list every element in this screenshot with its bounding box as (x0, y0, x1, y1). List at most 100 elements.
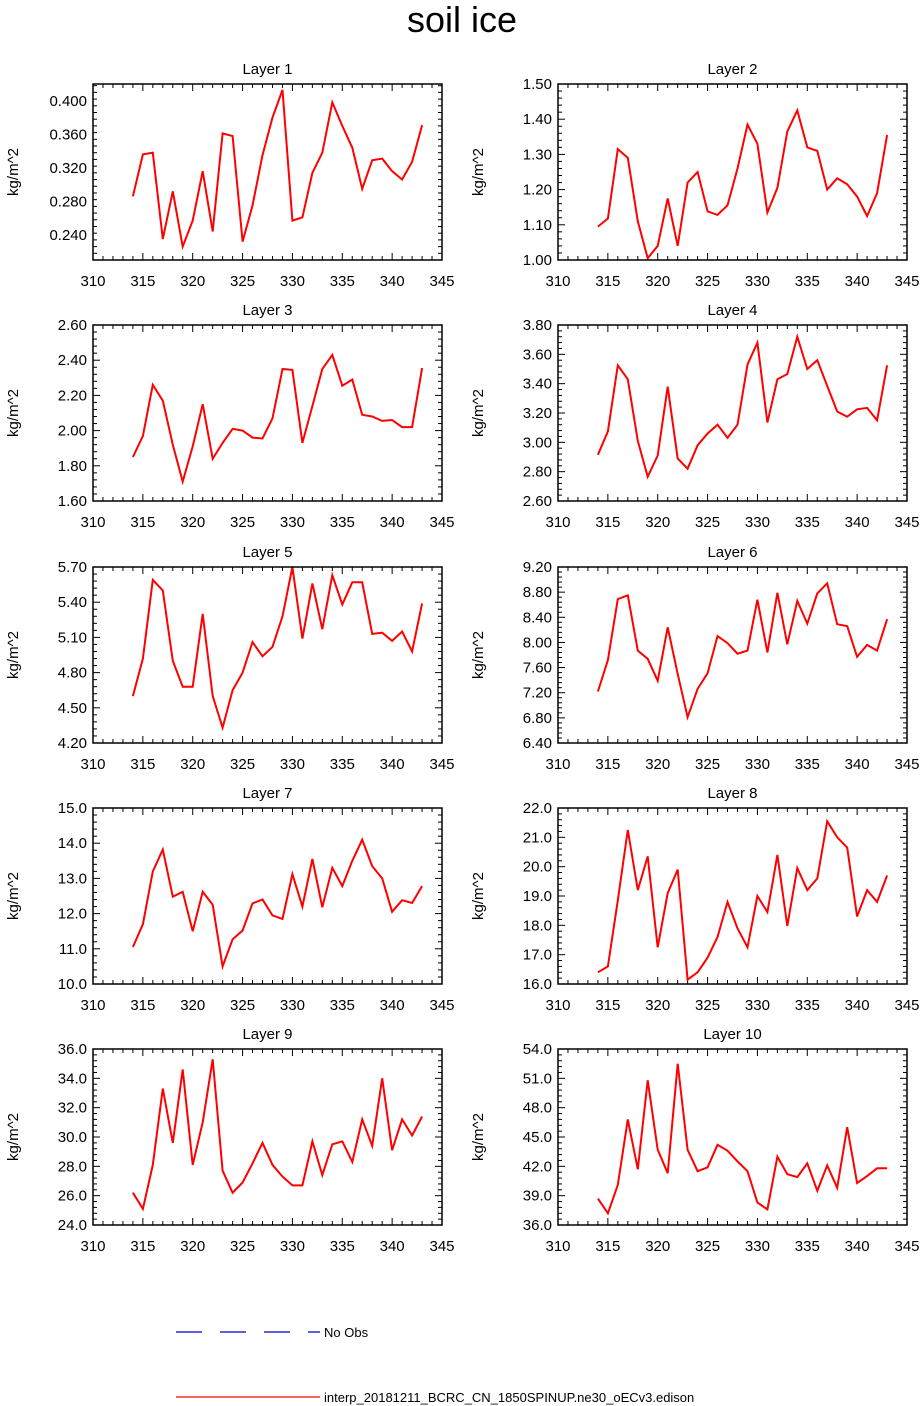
x-tick-label: 325 (695, 756, 720, 773)
x-tick-label: 335 (330, 1238, 355, 1255)
x-tick-label: 345 (894, 514, 919, 531)
series-line (131, 566, 424, 732)
series-line (131, 352, 424, 486)
x-tick-label: 330 (745, 514, 770, 531)
x-tick-label: 325 (230, 273, 255, 290)
y-tick-label: 0.280 (49, 193, 87, 210)
y-axis-label: kg/m^2 (470, 631, 487, 679)
x-tick-label: 310 (545, 273, 570, 290)
x-tick-label: 340 (380, 756, 405, 773)
x-tick-label: 345 (894, 756, 919, 773)
y-tick-label: 11.0 (59, 941, 87, 958)
plot-frame (92, 83, 443, 261)
panel-title: Layer 3 (242, 302, 292, 319)
x-tick-label: 320 (645, 997, 670, 1014)
y-tick-label: 14.0 (58, 835, 87, 852)
x-tick-label: 330 (745, 1238, 770, 1255)
panel-title: Layer 6 (707, 544, 757, 561)
y-axis-label: kg/m^2 (470, 389, 487, 437)
x-tick-label: 335 (795, 514, 820, 531)
y-tick-label: 3.80 (523, 317, 552, 334)
y-tick-label: 34.0 (58, 1070, 87, 1087)
plot-frame (557, 1048, 908, 1226)
x-tick-label: 345 (429, 1238, 454, 1255)
x-tick-label: 315 (130, 756, 155, 773)
y-tick-label: 2.20 (58, 387, 87, 404)
panel-title: Layer 1 (242, 61, 292, 78)
panel-title: Layer 8 (707, 785, 757, 802)
x-tick-label: 330 (280, 514, 305, 531)
x-tick-label: 330 (745, 756, 770, 773)
y-tick-label: 0.360 (49, 126, 87, 143)
x-tick-label: 320 (180, 514, 205, 531)
panel-2: Layer 2 kg/m^2 310 315 320 325 330 335 340 345 1.0… (470, 61, 920, 290)
y-tick-label: 54.0 (523, 1041, 552, 1058)
panel-4: Layer 4 kg/m^2 310 315 320 325 330 335 340 345 2.6… (470, 302, 920, 531)
panel-3: Layer 3 kg/m^2 310 315 320 325 330 335 340 345 1.6… (5, 302, 455, 531)
y-tick-label: 12.0 (58, 906, 87, 923)
x-tick-label: 315 (595, 273, 620, 290)
x-tick-label: 320 (180, 273, 205, 290)
y-tick-label: 6.80 (523, 710, 552, 727)
y-tick-label: 36.0 (58, 1041, 87, 1058)
x-tick-label: 335 (330, 997, 355, 1014)
figure-title: soil ice (406, 0, 518, 40)
x-tick-label: 345 (429, 756, 454, 773)
plot-frame (557, 324, 908, 502)
x-tick-label: 335 (330, 514, 355, 531)
y-tick-label: 26.0 (58, 1188, 87, 1205)
y-tick-label: 3.40 (523, 376, 552, 393)
x-tick-label: 330 (280, 1238, 305, 1255)
x-tick-label: 330 (745, 273, 770, 290)
series-line (597, 1063, 888, 1216)
x-tick-label: 310 (545, 997, 570, 1014)
x-tick-label: 345 (429, 514, 454, 531)
series-line (597, 107, 889, 261)
y-tick-label: 36.0 (523, 1217, 552, 1234)
plot-frame (92, 1048, 443, 1226)
y-tick-label: 10.0 (58, 976, 87, 993)
x-tick-label: 345 (429, 997, 454, 1014)
y-tick-label: 32.0 (58, 1100, 87, 1117)
y-tick-label: 1.30 (523, 146, 552, 163)
y-tick-label: 48.0 (523, 1100, 552, 1117)
x-tick-label: 310 (80, 756, 105, 773)
panel-title: Layer 4 (707, 302, 757, 319)
panel-title: Layer 9 (242, 1026, 292, 1043)
plot-frame (92, 324, 443, 502)
y-tick-label: 7.60 (523, 660, 552, 677)
x-tick-label: 330 (745, 997, 770, 1014)
x-tick-label: 340 (845, 273, 870, 290)
x-tick-label: 335 (330, 273, 355, 290)
x-tick-label: 315 (595, 756, 620, 773)
x-tick-label: 335 (795, 1238, 820, 1255)
panel-1: Layer 1 kg/m^2 310 315 320 325 330 335 340 345 0.2… (5, 61, 455, 290)
x-tick-label: 330 (280, 756, 305, 773)
plot-frame (92, 807, 443, 985)
x-tick-label: 320 (180, 756, 205, 773)
x-tick-label: 340 (845, 756, 870, 773)
x-tick-label: 330 (280, 997, 305, 1014)
x-tick-label: 315 (130, 1238, 155, 1255)
series-line (131, 89, 424, 251)
y-axis-label: kg/m^2 (5, 148, 22, 196)
y-tick-label: 0.400 (49, 93, 87, 110)
y-tick-label: 5.70 (58, 559, 87, 576)
y-tick-label: 2.00 (58, 423, 87, 440)
y-tick-label: 0.240 (49, 227, 87, 244)
x-tick-label: 330 (280, 273, 305, 290)
y-tick-label: 30.0 (58, 1129, 87, 1146)
x-tick-label: 315 (130, 514, 155, 531)
y-tick-label: 45.0 (523, 1129, 552, 1146)
x-tick-label: 325 (230, 997, 255, 1014)
y-axis-label: kg/m^2 (5, 631, 22, 679)
y-tick-label: 1.20 (523, 182, 552, 199)
x-tick-label: 310 (545, 756, 570, 773)
x-tick-label: 325 (230, 756, 255, 773)
y-tick-label: 2.60 (58, 317, 87, 334)
panel-title: Layer 2 (707, 61, 757, 78)
x-tick-label: 325 (230, 514, 255, 531)
x-tick-label: 345 (429, 273, 454, 290)
y-tick-label: 3.60 (523, 346, 552, 363)
y-axis-label: kg/m^2 (5, 389, 22, 437)
